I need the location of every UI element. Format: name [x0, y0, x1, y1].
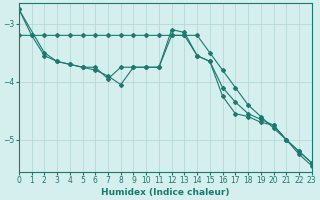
- X-axis label: Humidex (Indice chaleur): Humidex (Indice chaleur): [101, 188, 229, 197]
